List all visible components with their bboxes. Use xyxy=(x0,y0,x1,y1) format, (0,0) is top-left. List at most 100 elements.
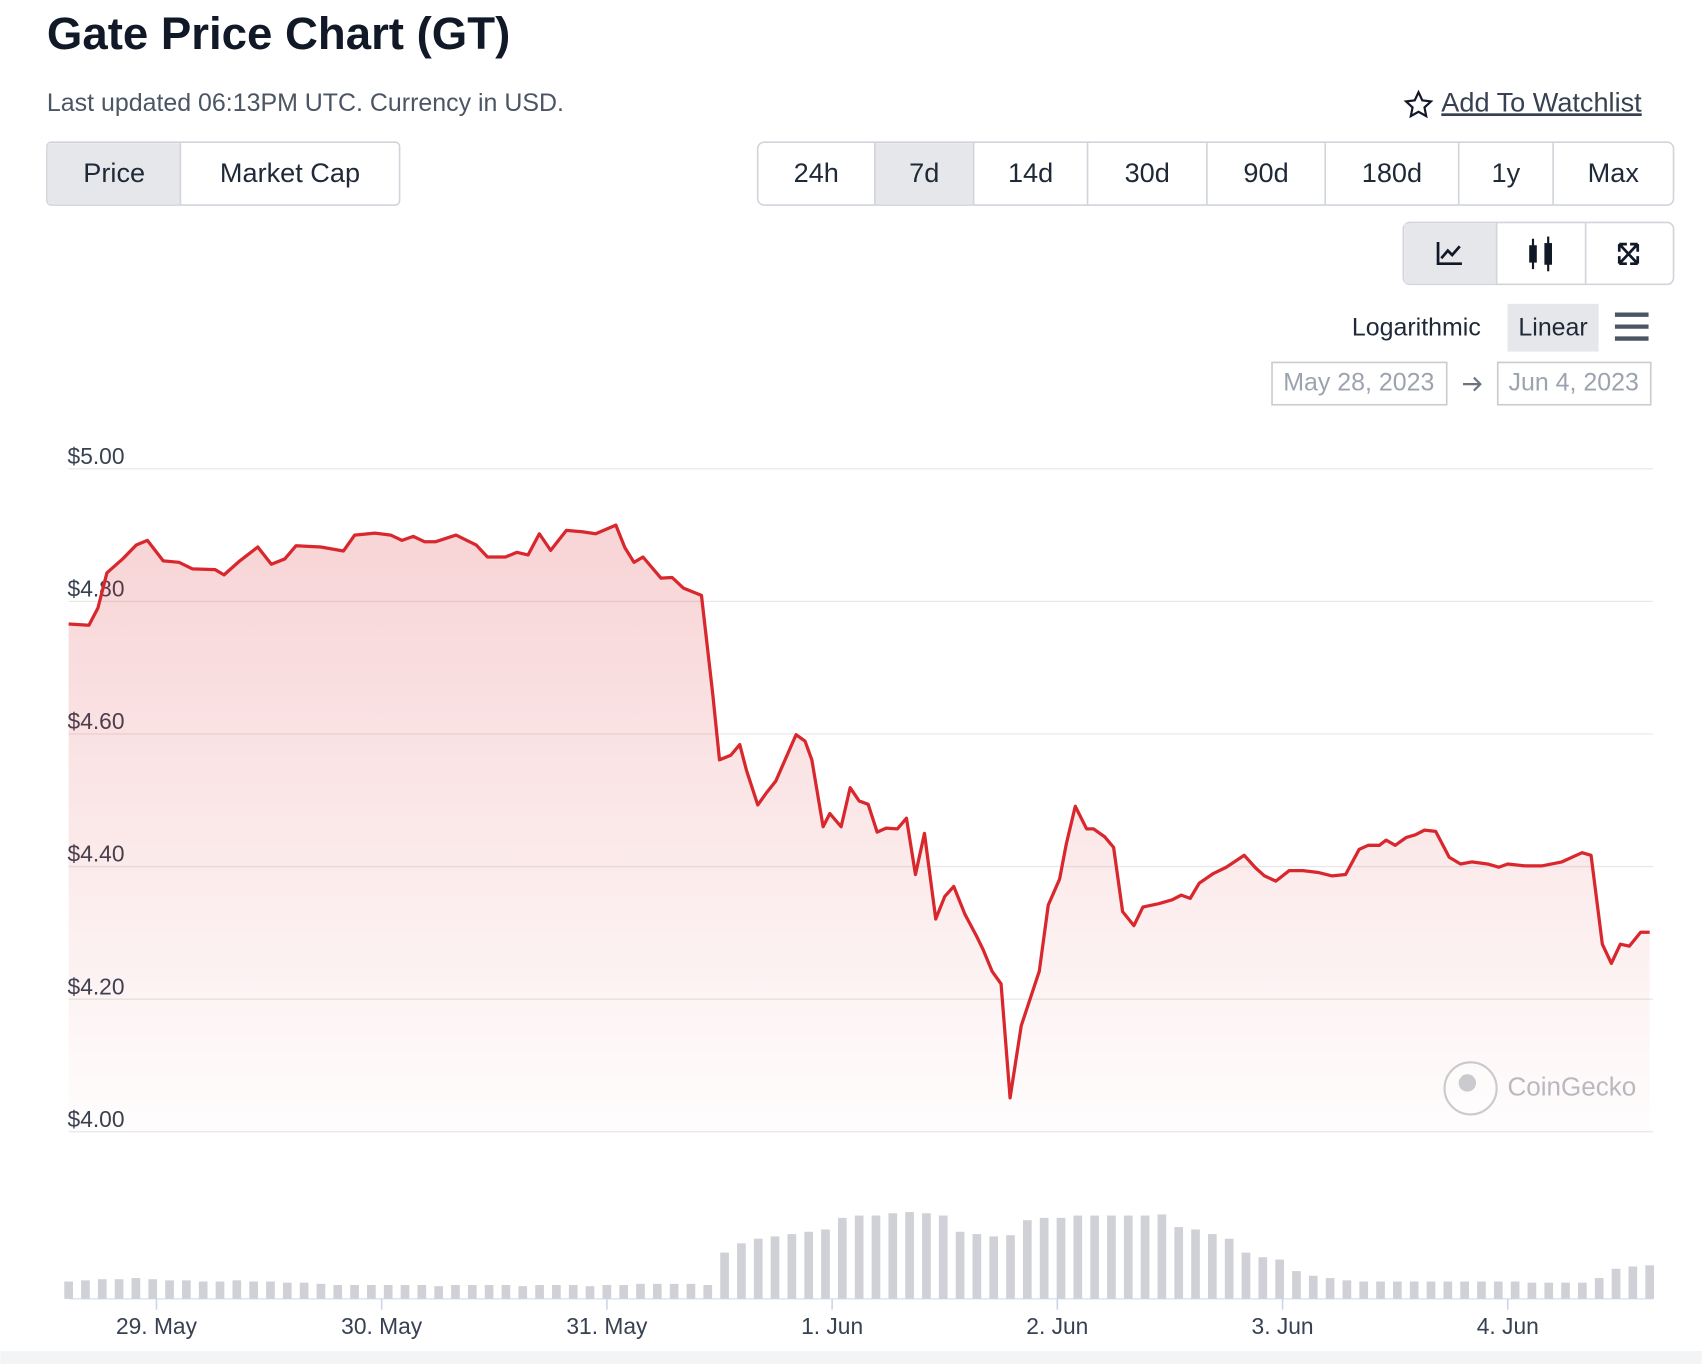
fullscreen-icon[interactable] xyxy=(1617,242,1640,266)
x-tick-label: 1. Jun xyxy=(801,1313,863,1339)
volume-bar xyxy=(131,1278,141,1299)
volume-bar xyxy=(703,1285,713,1299)
x-tick-label: 4. Jun xyxy=(1477,1313,1539,1339)
volume-bar xyxy=(1006,1235,1015,1299)
volume-bar xyxy=(81,1280,90,1299)
area-fill xyxy=(68,525,1650,1132)
volume-bar xyxy=(669,1283,679,1299)
volume-bar xyxy=(871,1215,881,1299)
date-input[interactable] xyxy=(1496,361,1652,406)
volume-bar xyxy=(1376,1281,1385,1299)
volume-bar xyxy=(720,1252,729,1299)
volume-bar xyxy=(955,1231,965,1299)
volume-bar xyxy=(888,1213,898,1299)
volume-bar xyxy=(1359,1281,1369,1299)
volume-bar xyxy=(1544,1282,1554,1299)
y-tick-label: $5.00 xyxy=(68,443,125,469)
watchlist-link[interactable]: Add To Watchlist xyxy=(1441,86,1642,117)
candle-icon[interactable] xyxy=(1529,236,1552,272)
date-input[interactable] xyxy=(1271,361,1448,406)
volume-bar xyxy=(1208,1234,1217,1299)
volume-bar xyxy=(417,1285,427,1299)
range-button[interactable]: Max xyxy=(1588,157,1640,188)
tab-active-bg xyxy=(48,143,181,205)
volume-bar xyxy=(182,1280,191,1299)
volume-bar xyxy=(619,1285,629,1299)
volume-bar xyxy=(198,1281,208,1299)
volume-bar xyxy=(484,1285,494,1299)
volume-bar xyxy=(1443,1281,1453,1299)
volume-bar xyxy=(552,1285,561,1299)
range-button[interactable]: 1y xyxy=(1492,157,1521,188)
volume-bar xyxy=(518,1286,528,1299)
date-from: May 28, 2023 xyxy=(1283,369,1434,397)
volume-bar xyxy=(1308,1275,1318,1299)
volume-bar xyxy=(1157,1214,1167,1299)
volume-bar xyxy=(1140,1215,1150,1299)
volume-bar xyxy=(1090,1215,1099,1299)
star-icon[interactable] xyxy=(1403,89,1434,119)
range-button[interactable]: 180d xyxy=(1362,157,1422,188)
volume-bar xyxy=(804,1231,814,1299)
x-tick-label: 31. May xyxy=(566,1313,648,1339)
date-to: Jun 4, 2023 xyxy=(1509,369,1639,397)
volume-bar xyxy=(165,1280,174,1299)
volume-bar xyxy=(989,1236,999,1299)
volume-bar xyxy=(1241,1252,1251,1299)
volume-bar xyxy=(1578,1282,1587,1299)
volume-bar xyxy=(972,1234,982,1299)
menu-icon[interactable] xyxy=(1614,312,1649,341)
volume-bar xyxy=(837,1217,847,1299)
title: Gate Price Chart (GT) xyxy=(47,8,510,59)
scale-option[interactable]: Logarithmic xyxy=(1352,313,1481,341)
volume-bar xyxy=(1123,1215,1133,1299)
volume-bar xyxy=(753,1238,763,1299)
volume-bar xyxy=(1191,1229,1200,1299)
volume-bar xyxy=(114,1279,124,1299)
volume-bar xyxy=(1477,1281,1486,1299)
volume-bar xyxy=(1493,1281,1503,1299)
volume-bar xyxy=(636,1283,645,1299)
volume-bar xyxy=(249,1281,258,1299)
volume-bar xyxy=(232,1280,242,1299)
range-button[interactable]: 24h xyxy=(794,157,839,188)
volume-bar xyxy=(383,1285,393,1299)
scale-option[interactable]: Linear xyxy=(1518,313,1587,341)
volume-bar xyxy=(316,1283,326,1299)
watermark: CoinGecko xyxy=(1443,1061,1636,1116)
volume-bar xyxy=(1325,1278,1335,1299)
volume-bar xyxy=(922,1213,931,1299)
x-tick-label: 29. May xyxy=(116,1313,198,1339)
volume-bar xyxy=(299,1282,309,1299)
volume-bar xyxy=(400,1285,410,1299)
range-active-bg xyxy=(874,143,974,205)
volume-bar xyxy=(770,1236,780,1299)
range-box xyxy=(756,141,1675,206)
volume-bar xyxy=(585,1286,595,1299)
range-button[interactable]: 90d xyxy=(1243,157,1288,188)
x-tick-label: 30. May xyxy=(341,1313,423,1339)
volume-bar xyxy=(467,1285,477,1299)
line-chart-icon[interactable] xyxy=(1436,241,1462,266)
x-tick-label: 3. Jun xyxy=(1252,1313,1314,1339)
volume-bar xyxy=(1275,1259,1284,1299)
tab-button[interactable]: Price xyxy=(83,157,145,188)
volume-bar xyxy=(1342,1280,1352,1299)
volume-bar xyxy=(64,1281,73,1299)
volume-bar xyxy=(1527,1282,1537,1299)
volume-bar xyxy=(652,1283,662,1299)
volume-bar xyxy=(1393,1281,1402,1299)
volume-bar xyxy=(568,1285,578,1299)
volume-bar xyxy=(1258,1257,1268,1299)
volume-bar xyxy=(737,1243,746,1299)
range-button[interactable]: 14d xyxy=(1008,157,1053,188)
volume-bar xyxy=(602,1285,612,1299)
range-button[interactable]: 30d xyxy=(1125,157,1170,188)
range-button[interactable]: 7d xyxy=(909,157,939,188)
tab-button[interactable]: Market Cap xyxy=(220,157,360,188)
volume-bar xyxy=(1460,1281,1469,1299)
volume-bar xyxy=(787,1234,797,1299)
volume-bar xyxy=(1426,1281,1436,1299)
volume-bar xyxy=(1056,1217,1066,1299)
